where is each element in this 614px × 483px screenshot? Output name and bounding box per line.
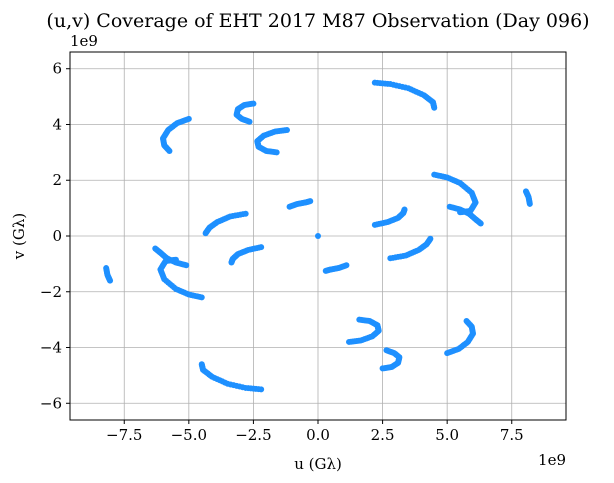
y-tick-label: 6	[52, 60, 62, 78]
track-16	[228, 244, 265, 266]
y-tick-label: 4	[52, 115, 62, 133]
x-tick-label: 5.0	[435, 426, 459, 444]
uv-point	[383, 347, 390, 354]
uv-point	[152, 245, 159, 252]
x-tick-label: −2.5	[235, 426, 271, 444]
x-tick-label: 0.0	[306, 426, 330, 444]
y-tick-label: 2	[52, 171, 62, 189]
track-07	[254, 127, 290, 156]
uv-point	[273, 149, 280, 156]
y-tick-label: −4	[40, 339, 62, 357]
uv-point	[246, 118, 253, 125]
uv-point	[322, 267, 329, 274]
track-02	[198, 361, 265, 393]
track-14	[387, 235, 434, 262]
uv-point	[401, 206, 408, 213]
track-20	[103, 265, 114, 284]
x-tick-label: −5.0	[171, 426, 207, 444]
track-18	[322, 262, 350, 274]
grid-lines	[70, 52, 566, 420]
x-offset-label: 1e9	[538, 451, 566, 469]
track-15	[371, 206, 408, 228]
x-axis-label: u (Gλ)	[294, 455, 342, 473]
track-12	[152, 245, 190, 269]
data-points	[103, 79, 533, 393]
track-19	[522, 188, 533, 207]
y-tick-label: −6	[40, 394, 62, 412]
y-axis-label: v (Gλ)	[10, 213, 28, 260]
x-tick-label: 7.5	[500, 426, 524, 444]
track-03	[160, 115, 192, 154]
x-tick-label: 2.5	[371, 426, 395, 444]
track-09	[431, 171, 479, 216]
uv-point	[477, 220, 484, 227]
uv-point	[166, 147, 173, 154]
track-06	[379, 347, 403, 372]
uv-point	[431, 104, 438, 111]
track-11	[446, 203, 484, 227]
axis-ticks: −7.5 −5.0 −2.5 0.0 2.5 5.0 7.5 −6 −4 −2 0 2 4 6	[40, 60, 524, 444]
track-origin	[315, 233, 321, 239]
track-13	[202, 210, 249, 237]
track-01	[371, 79, 438, 111]
uv-point	[103, 265, 110, 272]
uv-point	[356, 316, 363, 323]
y-tick-label: −2	[40, 283, 62, 301]
uv-point	[427, 235, 434, 242]
track-08	[346, 316, 382, 345]
track-04	[444, 318, 476, 357]
y-tick-label: 0	[52, 227, 62, 245]
track-17	[286, 198, 314, 210]
uv-point	[202, 230, 209, 237]
track-05	[233, 100, 257, 125]
uv-point	[307, 198, 314, 205]
chart-title: (u,v) Coverage of EHT 2017 M87 Observati…	[46, 10, 589, 32]
y-offset-label: 1e9	[70, 32, 98, 50]
uv-point	[526, 200, 533, 207]
uv-point	[228, 259, 235, 266]
uv-point	[463, 318, 470, 325]
x-tick-label: −7.5	[106, 426, 142, 444]
uv-point	[315, 233, 321, 239]
uv-point	[198, 361, 205, 368]
